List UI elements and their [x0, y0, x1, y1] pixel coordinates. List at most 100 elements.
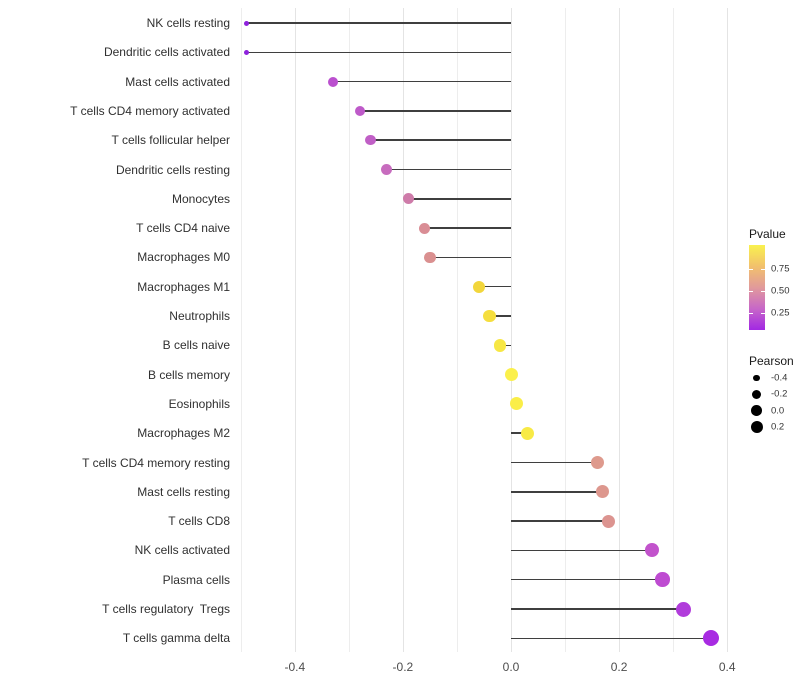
- gridline: [456, 8, 458, 652]
- pearson-legend-dot: [752, 389, 761, 399]
- data-point: [596, 485, 610, 499]
- x-axis-tick-label: 0.0: [502, 660, 520, 674]
- gridline: [402, 8, 404, 652]
- lollipop-stem: [246, 51, 511, 54]
- data-point: [520, 426, 534, 440]
- pearson-legend-title: Pearson: [749, 354, 794, 368]
- colorbar-tick: [749, 290, 753, 292]
- lollipop-stem: [359, 110, 511, 112]
- gridline: [727, 8, 729, 652]
- y-axis-label: Monocytes: [171, 191, 230, 206]
- data-point: [402, 193, 414, 205]
- data-point: [504, 368, 518, 382]
- y-axis-label: T cells CD4 memory activated: [70, 103, 230, 118]
- y-axis-label: T cells regulatory Tregs: [102, 602, 230, 616]
- data-point: [354, 105, 365, 116]
- data-point: [483, 309, 496, 323]
- y-axis-label: NK cells resting: [146, 16, 230, 30]
- lollipop-stem: [386, 168, 511, 171]
- colorbar-tick: [761, 290, 765, 292]
- data-point: [243, 49, 249, 55]
- lollipop-stem: [511, 578, 663, 581]
- y-axis-label: Mast cells resting: [137, 484, 230, 499]
- gridline: [565, 8, 567, 652]
- colorbar-tick: [749, 268, 753, 270]
- x-axis-tick-label: -0.4: [284, 660, 306, 674]
- y-axis-label: NK cells activated: [134, 543, 230, 558]
- data-point: [590, 456, 604, 469]
- pearson-legend-dot: [753, 374, 760, 382]
- lollipop-stem: [511, 432, 528, 434]
- lollipop-stem: [511, 520, 609, 522]
- y-axis-label: Macrophages M0: [137, 250, 230, 265]
- data-point: [472, 280, 485, 293]
- lollipop-stem: [332, 80, 511, 83]
- gridline: [511, 8, 512, 652]
- lollipop-stem: [408, 198, 511, 200]
- pearson-legend-label: 0.2: [771, 421, 785, 433]
- y-axis-label: Dendritic cells activated: [103, 45, 230, 60]
- data-point: [702, 630, 719, 647]
- data-point: [419, 222, 431, 234]
- colorbar-tick: [749, 313, 753, 314]
- y-axis-label: Dendritic cells resting: [115, 162, 230, 177]
- y-axis-label: Macrophages M2: [137, 426, 230, 441]
- data-point: [493, 339, 507, 352]
- y-axis-label: Plasma cells: [162, 572, 230, 587]
- colorbar-tick-label: 0.75: [771, 263, 790, 275]
- colorbar-tick-label: 0.50: [771, 285, 790, 297]
- lollipop-stem: [511, 608, 684, 610]
- x-axis-tick-label: 0.4: [718, 660, 736, 674]
- pearson-legend-label: -0.2: [771, 388, 788, 400]
- y-axis-label: T cells CD4 naive: [136, 221, 230, 236]
- data-point: [509, 397, 523, 411]
- gridline: [294, 8, 296, 652]
- y-axis-label: B cells naive: [162, 338, 230, 353]
- data-point: [601, 514, 615, 528]
- lollipop-stem: [424, 227, 511, 229]
- y-axis-label: T cells follicular helper: [111, 133, 231, 148]
- y-axis-label: T cells gamma delta: [122, 631, 230, 646]
- data-point: [365, 134, 376, 146]
- data-point: [243, 20, 249, 26]
- pearson-legend-dot: [751, 405, 762, 417]
- y-axis-label: Eosinophils: [168, 396, 230, 411]
- plot-panel: [237, 8, 745, 652]
- y-axis-label: Neutrophils: [169, 309, 230, 323]
- data-point: [655, 572, 670, 587]
- lollipop-stem: [429, 256, 511, 259]
- x-axis-tick-label: 0.2: [610, 660, 628, 674]
- lollipop-stem: [370, 139, 511, 141]
- y-axis-label: Macrophages M1: [137, 279, 230, 294]
- data-point: [644, 543, 659, 558]
- lollipop-stem: [246, 22, 511, 24]
- y-axis-label: B cells memory: [147, 367, 230, 382]
- pvalue-legend-title: Pvalue: [749, 227, 786, 241]
- colorbar-tick: [761, 313, 765, 314]
- pearson-legend-label: -0.4: [771, 372, 788, 384]
- y-axis-label: T cells CD4 memory resting: [82, 455, 230, 470]
- gridline: [240, 8, 242, 652]
- data-point: [424, 251, 436, 264]
- pvalue-colorbar: [749, 245, 765, 330]
- colorbar-tick: [761, 268, 765, 270]
- data-point: [327, 76, 338, 87]
- gridline: [348, 8, 350, 652]
- data-point: [676, 601, 692, 617]
- colorbar-tick-label: 0.25: [771, 307, 790, 319]
- lollipop-stem: [489, 315, 511, 317]
- lollipop-stem: [511, 461, 598, 464]
- lollipop-stem: [511, 549, 652, 552]
- lollipop-stem: [511, 491, 603, 493]
- gridline: [673, 8, 675, 652]
- lollipop-stem: [511, 637, 711, 640]
- y-axis-label: Mast cells activated: [125, 74, 230, 89]
- lollipop-stem: [478, 285, 511, 288]
- y-axis-label: T cells CD8: [168, 514, 230, 529]
- x-axis-tick-label: -0.2: [392, 660, 414, 674]
- data-point: [381, 164, 393, 175]
- pearson-legend-dot: [750, 421, 763, 434]
- pearson-legend-label: 0.0: [771, 405, 785, 417]
- gridline: [619, 8, 621, 652]
